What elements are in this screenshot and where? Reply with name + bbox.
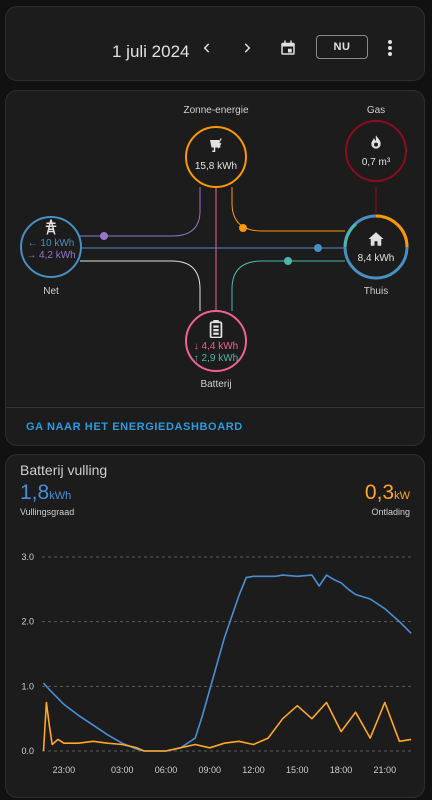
date-label[interactable]: 1 juli 2024 (112, 42, 190, 61)
discharge-number: 0,3 (364, 481, 395, 504)
solar-value[interactable]: 15,8 kWh (194, 161, 238, 172)
calendar-button[interactable] (276, 36, 300, 60)
series-line-0[interactable] (42, 574, 412, 752)
previous-day-button[interactable] (196, 37, 218, 59)
y-tick-label: 1.0 (21, 681, 34, 691)
y-tick-label: 0.0 (21, 746, 34, 756)
battery-fill-card: Batterij vulling 1,8kWh Vullingsgraad 0,… (5, 454, 425, 798)
discharge-caption: Ontlading (371, 507, 410, 517)
card-divider (6, 407, 424, 408)
date-navigator-card: 1 juli 2024 NU (5, 6, 425, 81)
home-icon (368, 232, 384, 246)
soc-caption: Vullingsgraad (20, 507, 75, 517)
energy-distribution-card: Zonne-energie 15,8 kWh Gas 0,7 m³ ← 10 k… (5, 90, 425, 446)
transmission-tower-icon (45, 219, 57, 235)
battery-discharge-value[interactable]: ↓ 4,4 kWh (193, 341, 239, 352)
discharge-power-value[interactable]: 0,3kW (365, 481, 410, 505)
y-tick-label: 2.0 (21, 617, 34, 627)
gas-label: Gas (366, 105, 386, 116)
home-value[interactable]: 8,4 kWh (357, 253, 395, 264)
battery-charge-value[interactable]: ↑ 2,9 kWh (193, 353, 239, 364)
soc-unit: kWh (49, 490, 72, 502)
solar-power-icon (210, 138, 222, 152)
series-line-1[interactable] (42, 701, 412, 752)
grid-export-value[interactable]: → 4,2 kWh (26, 250, 76, 261)
grid-label: Net (43, 286, 59, 297)
next-day-button[interactable] (236, 37, 258, 59)
state-of-charge-value[interactable]: 1,8kWh (20, 481, 71, 505)
x-tick-label: 06:00 (155, 765, 178, 775)
battery-label: Batterij (200, 379, 232, 390)
calendar-icon (281, 40, 295, 55)
more-options-button[interactable] (380, 36, 400, 60)
x-tick-label: 09:00 (198, 765, 221, 775)
x-tick-label: 12:00 (242, 765, 265, 775)
x-tick-label: 03:00 (111, 765, 134, 775)
soc-number: 1,8 (20, 481, 50, 504)
energy-dashboard-link[interactable]: GA NAAR HET ENERGIEDASHBOARD (26, 421, 243, 433)
battery-card-title: Batterij vulling (20, 462, 108, 478)
gas-value[interactable]: 0,7 m³ (361, 157, 391, 168)
solar-label: Zonne-energie (183, 105, 249, 116)
battery-icon (209, 320, 223, 338)
more-vert-icon (388, 40, 392, 56)
chevron-left-icon (203, 43, 210, 53)
x-tick-label: 21:00 (374, 765, 397, 775)
x-tick-label: 18:00 (330, 765, 353, 775)
chevron-right-icon (244, 43, 251, 53)
energy-flow-lines (20, 120, 409, 372)
discharge-unit: kW (394, 490, 410, 502)
battery-history-chart[interactable]: 3.0 2.0 1.0 0.0 23:00 03:00 06:00 09:00 12:00 15:… (6, 499, 426, 799)
x-tick-label: 23:00 (53, 765, 76, 775)
x-tick-label: 15:00 (286, 765, 309, 775)
grid-import-value[interactable]: ← 10 kWh (27, 238, 75, 249)
today-button[interactable]: NU (316, 35, 368, 59)
y-tick-label: 3.0 (21, 552, 34, 562)
fire-icon (371, 135, 381, 149)
home-label: Thuis (363, 286, 389, 297)
